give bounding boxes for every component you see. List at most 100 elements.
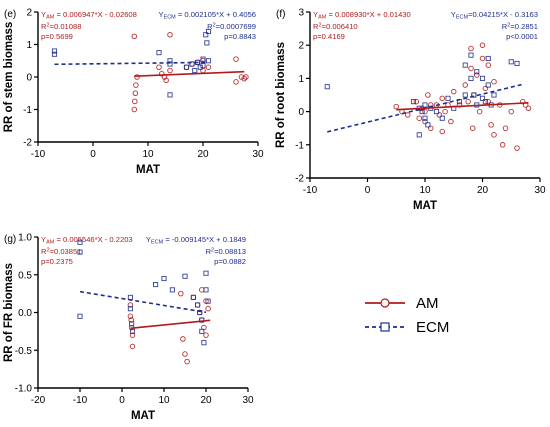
x-tick-label: -10 [73,395,88,406]
y-tick-label: 1 [298,74,304,85]
panel-label: (e) [4,9,16,20]
point-ecm [197,309,203,316]
point-ecm [182,273,188,279]
point-am [128,317,134,323]
y-tick-label: -1 [23,105,32,116]
point-am [502,125,509,131]
y-tick-label: -1.0 [15,384,33,395]
point-am [456,102,463,108]
point-am [131,33,137,40]
point-am [468,45,474,52]
point-am [425,92,431,98]
fit-line-ecm [54,61,209,66]
fit-line-am [134,70,245,77]
x-tick-label: -10 [303,185,318,196]
point-am [167,67,173,74]
y-axis-title: RR of FR biomass [3,263,15,362]
point-ecm [514,60,520,67]
point-am [129,332,136,338]
x-tick-label: 0 [90,149,96,160]
legend-label: AM [416,295,439,312]
chart-panel-g: -1.0 -0.5 0.0 0.5 1.0 -20 -10 0 10 20 30 MAT RR of F… [3,233,254,423]
legend: AM ECM [365,295,449,336]
point-am [205,64,212,70]
point-am [442,108,448,115]
point-am [413,98,420,105]
point-am [482,85,489,92]
point-am [156,64,162,70]
legend-item-ecm: ECM [365,319,449,336]
point-ecm [127,306,133,312]
ecm-p-value: p=0.0882 [214,257,246,266]
point-ecm [205,58,212,64]
x-tick-label: -20 [31,395,46,406]
point-ecm [167,61,173,67]
point-am [393,103,400,110]
point-ecm [195,302,201,308]
am-equation: YAM = 0.005546*X - 0.2203 [41,235,133,246]
point-am [405,112,411,118]
legend-marker-am [380,298,390,308]
point-ecm [204,40,210,46]
point-am [205,305,211,312]
point-ecm [491,92,497,98]
point-ecm [190,294,196,300]
point-am [190,294,197,301]
am-p-value: p=0.2375 [41,257,73,266]
point-am [514,145,520,151]
point-ecm [205,298,211,304]
point-am [525,105,532,112]
point-am [476,108,483,115]
y-tick-label: -2 [23,138,32,149]
point-ecm [425,122,431,128]
point-am [468,65,474,72]
point-am [131,106,137,113]
point-am [203,332,209,338]
point-ecm [161,275,167,282]
point-ecm [419,109,425,115]
y-tick-label: 0.5 [18,270,32,281]
x-tick-label: 10 [158,395,170,406]
point-ecm [201,340,207,346]
am-p-value: p=0.5699 [41,32,73,41]
point-am [182,351,188,357]
point-am [163,77,169,83]
x-tick-label: 20 [200,395,212,406]
point-ecm [462,92,468,98]
point-ecm [77,239,83,245]
x-tick-label: 30 [534,185,546,196]
point-ecm [433,109,440,115]
point-ecm [189,61,195,67]
fit-line-am [396,102,529,111]
point-am [479,42,486,48]
x-tick-label: 20 [477,185,489,196]
point-am [485,98,492,105]
point-am [200,67,206,74]
point-am [233,79,239,85]
point-ecm [508,59,514,65]
y-tick-label: 1 [26,40,32,51]
point-ecm [445,95,451,101]
y-tick-label: -2 [295,174,304,185]
panel-label: (g) [4,234,16,245]
point-am [178,290,184,297]
point-ecm [485,82,491,88]
am-r2: R2=0.03851 [41,247,81,256]
ecm-r2: R2=0.0007699 [207,22,256,31]
y-tick-label: 2 [26,8,32,19]
point-am [428,125,434,131]
x-tick-label: 20 [197,149,209,160]
point-am [134,74,140,80]
point-am [451,88,457,95]
point-am [469,125,476,131]
ecm-equation: YECM = -0.009145*X + 0.1849 [146,235,246,246]
am-equation: YAM = 0.008930*X + 0.01430 [313,10,411,21]
point-ecm [77,249,83,255]
point-ecm [129,321,135,327]
ecm-p-value: p<0.0001 [506,32,538,41]
point-am [132,98,138,105]
point-ecm [153,282,159,288]
am-r2: R2=0.01088 [41,22,81,31]
